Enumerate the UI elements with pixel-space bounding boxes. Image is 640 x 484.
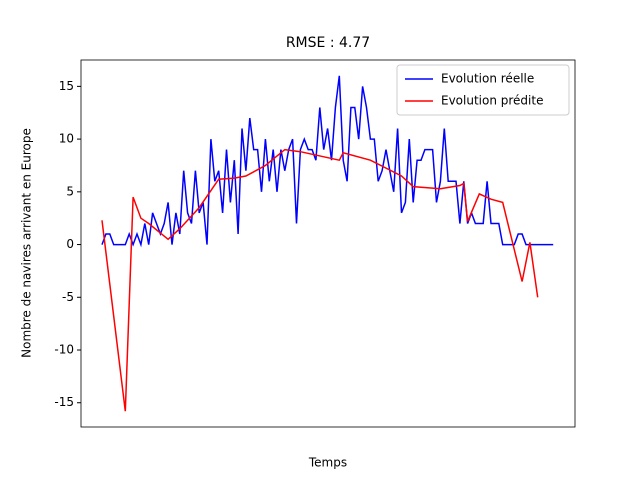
legend-label: Evolution réelle bbox=[441, 72, 534, 86]
legend-box bbox=[396, 64, 570, 116]
plot-frame bbox=[80, 59, 576, 428]
y-tick-label: -15 bbox=[54, 395, 74, 409]
legend-label: Evolution prédite bbox=[441, 94, 543, 108]
y-tick-label: 10 bbox=[59, 132, 74, 146]
y-tick-label: -5 bbox=[62, 290, 74, 304]
chart-title: RMSE : 4.77 bbox=[286, 35, 370, 51]
y-tick-label: 5 bbox=[66, 184, 74, 198]
data-line bbox=[101, 148, 539, 412]
x-axis-label: Temps bbox=[308, 456, 347, 470]
data-line bbox=[101, 75, 554, 248]
y-tick-label: 15 bbox=[59, 79, 74, 93]
y-axis-label: Nombre de navires arrivant en Europe bbox=[20, 128, 34, 358]
y-tick-label: 0 bbox=[66, 237, 74, 251]
y-tick-label: -10 bbox=[54, 343, 74, 357]
